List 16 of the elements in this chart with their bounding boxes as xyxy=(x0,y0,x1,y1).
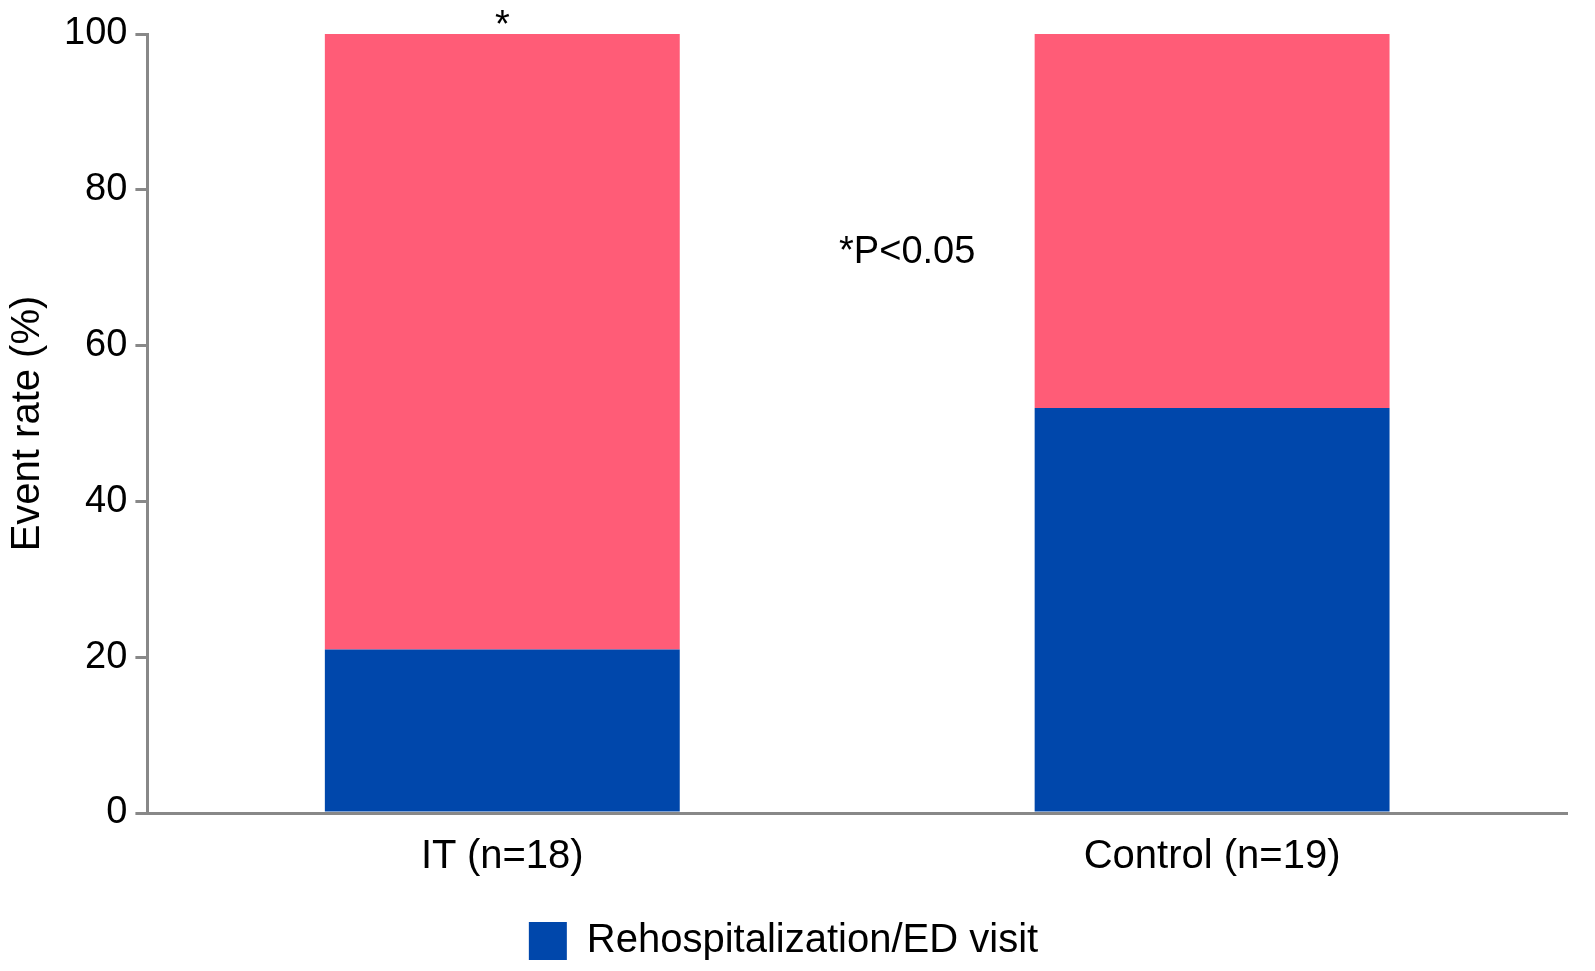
y-axis-title: Event rate (%) xyxy=(3,295,48,552)
y-tick-label: 100 xyxy=(64,10,128,53)
legend-label: Rehospitalization/ED visit xyxy=(586,916,1039,961)
y-tick-label: 40 xyxy=(85,477,128,520)
annotation: * xyxy=(494,3,510,46)
bar xyxy=(1034,407,1390,812)
bar xyxy=(1034,34,1390,408)
y-tick-label: 0 xyxy=(106,789,128,832)
annotation: *P<0.05 xyxy=(839,228,976,271)
x-tick-label: IT (n=18) xyxy=(420,832,584,877)
y-tick-label: 60 xyxy=(85,322,128,365)
y-tick-label: 20 xyxy=(85,633,128,676)
x-tick-label: Control (n=19) xyxy=(1083,832,1341,877)
y-tick-label: 80 xyxy=(85,166,128,209)
bar xyxy=(324,34,680,650)
bar xyxy=(324,649,680,812)
